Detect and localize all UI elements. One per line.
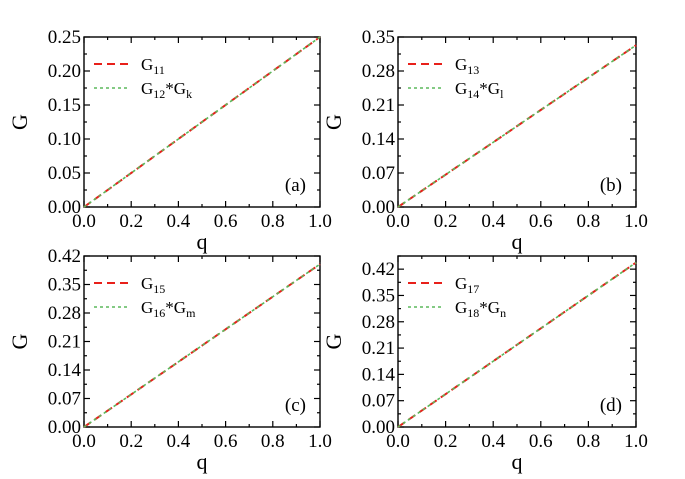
x-tick-label: 0.6: [529, 211, 553, 232]
legend-label: G15: [141, 274, 165, 296]
y-tick-label: 0.00: [362, 417, 395, 438]
y-tick-label: 0.14: [362, 364, 396, 385]
legend-label: G17: [455, 274, 479, 296]
legend-label: G14*Gl: [455, 79, 504, 101]
x-axis-label: q: [197, 449, 208, 474]
x-tick-label: 0.2: [119, 211, 143, 232]
x-tick-label: 0.8: [577, 431, 601, 452]
y-axis-label: G: [321, 333, 346, 349]
y-tick-label: 0.07: [48, 389, 81, 410]
y-tick-label: 0.00: [48, 417, 81, 438]
x-tick-label: 0.0: [72, 211, 96, 232]
panel-label: (d): [600, 395, 622, 416]
x-tick-label: 0.4: [481, 211, 505, 232]
x-tick-label: 0.8: [261, 431, 285, 452]
legend-label: G11: [141, 55, 165, 77]
x-tick-label: 0.4: [167, 211, 191, 232]
x-tick-label: 0.2: [119, 431, 143, 452]
panel-label: (b): [600, 175, 622, 196]
x-tick-label: 0.2: [434, 211, 458, 232]
panel-label: (c): [285, 395, 306, 416]
x-tick-label: 0.6: [214, 211, 238, 232]
panel-label: (a): [285, 175, 306, 196]
x-tick-label: 0.8: [577, 211, 601, 232]
chart-panel-1: 0.0 0.2 0.4 0.6 0.8 1.0 0.00 0.05 0.10 0.15 0.20 0.…: [7, 27, 332, 254]
x-tick-label: 1.0: [308, 211, 332, 232]
y-tick-label: 0.28: [48, 303, 81, 324]
y-tick-label: 0.05: [48, 163, 81, 184]
y-axis-label: G: [7, 333, 32, 349]
y-tick-label: 0.00: [362, 197, 395, 218]
series-line-G18*Gn: [397, 261, 637, 428]
y-axis-label: G: [321, 114, 346, 130]
x-tick-label: 0.0: [386, 431, 410, 452]
x-tick-label: 1.0: [308, 431, 332, 452]
y-tick-label: 0.10: [48, 129, 81, 150]
y-tick-label: 0.35: [48, 275, 81, 296]
x-tick-label: 1.0: [624, 431, 648, 452]
y-tick-label: 0.07: [362, 163, 395, 184]
legend-label: G13: [455, 55, 479, 77]
y-tick-label: 0.00: [48, 197, 81, 218]
y-tick-label: 0.42: [362, 259, 395, 280]
y-tick-label: 0.15: [48, 95, 81, 116]
y-tick-label: 0.28: [362, 312, 395, 333]
legend-label: G18*Gn: [455, 298, 506, 320]
x-axis-label: q: [512, 449, 523, 474]
y-tick-label: 0.21: [362, 95, 395, 116]
series-line-G12*Gk: [83, 36, 321, 208]
series-line-G15: [83, 263, 321, 428]
x-tick-label: 0.6: [529, 431, 553, 452]
y-tick-label: 0.25: [48, 27, 81, 48]
x-tick-label: 1.0: [624, 211, 648, 232]
y-tick-label: 0.14: [362, 129, 396, 150]
y-axis-label: G: [7, 114, 32, 130]
chart-panel-4: 0.0 0.2 0.4 0.6 0.8 1.0 0.00 0.07 0.14 0.21 0.28 0.…: [321, 255, 648, 474]
chart-panel-3: 0.0 0.2 0.4 0.6 0.8 1.0 0.00 0.07 0.14 0.21 0.28 0.…: [7, 246, 332, 474]
x-tick-label: 0.4: [481, 431, 505, 452]
y-tick-label: 0.07: [362, 391, 395, 412]
y-tick-label: 0.35: [362, 27, 395, 48]
chart-panel-2: 0.0 0.2 0.4 0.6 0.8 1.0 0.00 0.07 0.14 0.21 0.28 0.…: [321, 27, 648, 254]
y-tick-label: 0.35: [362, 285, 395, 306]
y-tick-label: 0.20: [48, 61, 81, 82]
x-axis-label: q: [512, 229, 523, 254]
legend-label: G12*Gk: [141, 79, 192, 101]
series-line-G13: [397, 44, 637, 208]
y-tick-label: 0.28: [362, 61, 395, 82]
y-tick-label: 0.21: [362, 338, 395, 359]
legend-label: G16*Gm: [141, 298, 196, 320]
x-tick-label: 0.6: [214, 431, 238, 452]
y-tick-label: 0.42: [48, 246, 81, 267]
x-tick-label: 0.8: [261, 211, 285, 232]
y-tick-label: 0.21: [48, 332, 81, 353]
x-tick-label: 0.0: [386, 211, 410, 232]
x-tick-label: 0.0: [72, 431, 96, 452]
x-axis-label: q: [197, 229, 208, 254]
x-tick-label: 0.4: [167, 431, 191, 452]
x-tick-label: 0.2: [434, 431, 458, 452]
y-tick-label: 0.14: [48, 360, 82, 381]
